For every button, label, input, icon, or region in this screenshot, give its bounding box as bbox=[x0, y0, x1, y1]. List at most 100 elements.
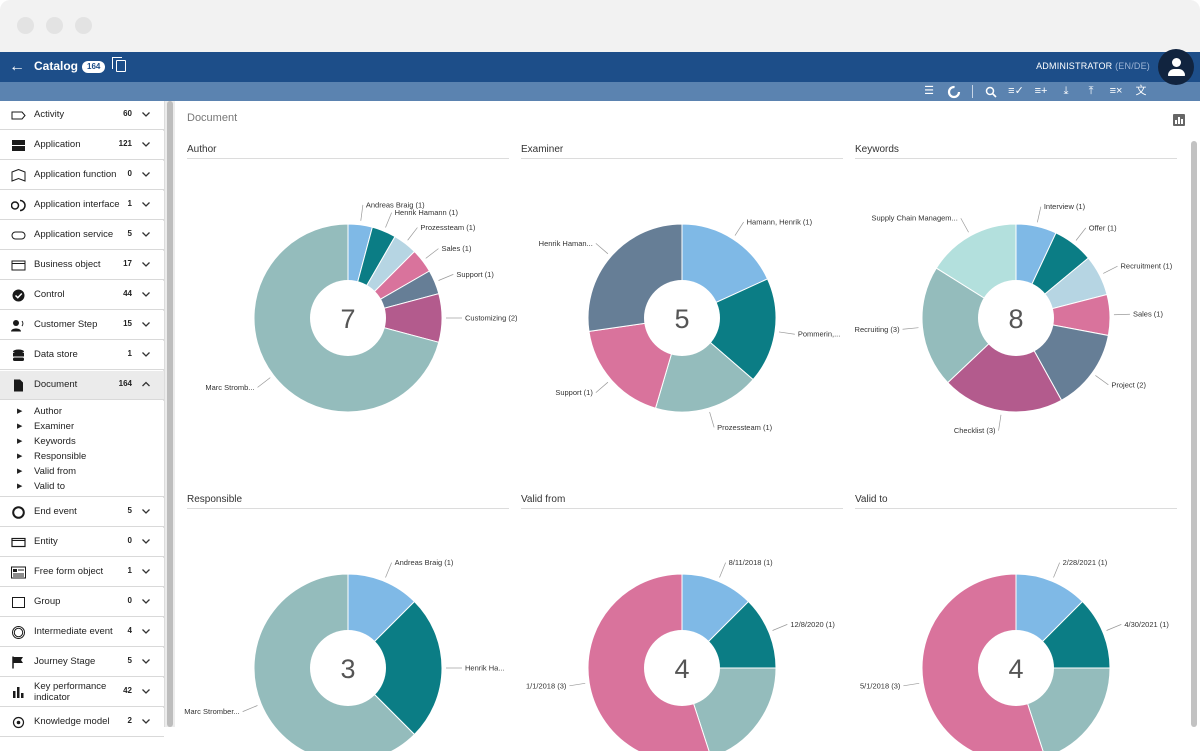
bar-chart-icon[interactable] bbox=[1173, 114, 1185, 126]
slice-label: Henrik Haman... bbox=[539, 239, 593, 248]
leader-line bbox=[1106, 624, 1122, 631]
chevron-down-icon[interactable] bbox=[141, 227, 151, 242]
user-name: ADMINISTRATOR bbox=[1036, 61, 1113, 71]
chevron-down-icon[interactable] bbox=[141, 654, 151, 669]
chevron-down-icon[interactable] bbox=[141, 167, 151, 182]
knowledge-icon bbox=[11, 716, 26, 729]
donut-chart-icon[interactable] bbox=[946, 84, 962, 99]
sidebar-item-label: Application function bbox=[34, 169, 117, 180]
sidebar-item-activity[interactable]: Activity 60 bbox=[0, 101, 164, 130]
window-minimize-button[interactable] bbox=[46, 17, 63, 34]
translate-icon[interactable]: 文 bbox=[1135, 85, 1147, 97]
upload-icon[interactable]: ⤒ bbox=[1088, 85, 1094, 97]
chevron-down-icon[interactable] bbox=[141, 624, 151, 639]
leader-line bbox=[772, 624, 788, 631]
search-icon[interactable] bbox=[983, 84, 999, 99]
sidebar-item-count: 5 bbox=[127, 506, 132, 515]
back-arrow-icon[interactable]: ← bbox=[9, 58, 25, 75]
sidebar-item-control[interactable]: Control 44 bbox=[0, 281, 164, 310]
chevron-down-icon[interactable] bbox=[141, 564, 151, 579]
slice-label: Andreas Braig (1) bbox=[366, 200, 425, 209]
sub-item-author[interactable]: ▶ Author bbox=[0, 405, 164, 420]
donut-slice[interactable] bbox=[681, 278, 777, 381]
sub-item-valid-from[interactable]: ▶ Valid from bbox=[0, 465, 164, 480]
sub-item-examiner[interactable]: ▶ Examiner bbox=[0, 420, 164, 435]
sidebar-item-journey-stage[interactable]: Journey Stage 5 bbox=[0, 648, 164, 677]
donut-slice[interactable] bbox=[347, 600, 443, 736]
sub-item-valid-to[interactable]: ▶ Valid to bbox=[0, 480, 164, 495]
sidebar-scrollbar[interactable] bbox=[164, 101, 175, 727]
chevron-down-icon[interactable] bbox=[141, 257, 151, 272]
donut-hole bbox=[644, 280, 720, 356]
window-close-button[interactable] bbox=[17, 17, 34, 34]
group-box-icon bbox=[11, 596, 26, 609]
sidebar-item-application-function[interactable]: Application function 0 bbox=[0, 161, 164, 190]
toolbar: ☰ ≡✓ ≡+ ⤓ ⤒ ≡× 文 bbox=[0, 82, 1200, 101]
slice-label: Hamann, Henrik (1) bbox=[747, 218, 813, 227]
sidebar-item-label: End event bbox=[34, 506, 77, 517]
caret-right-icon: ▶ bbox=[17, 453, 23, 460]
chevron-down-icon[interactable] bbox=[141, 137, 151, 152]
chevron-down-icon[interactable] bbox=[141, 714, 151, 729]
chevron-down-icon[interactable] bbox=[141, 684, 151, 699]
sub-item-responsible[interactable]: ▶ Responsible bbox=[0, 450, 164, 465]
language-label: (EN/DE) bbox=[1115, 61, 1150, 71]
chevron-up-icon[interactable] bbox=[141, 377, 151, 392]
list-icon[interactable]: ☰ bbox=[924, 85, 934, 97]
slice-label: Customizing (2) bbox=[465, 314, 518, 323]
chevron-down-icon[interactable] bbox=[141, 197, 151, 212]
slice-label: Support (1) bbox=[456, 270, 494, 279]
chevron-down-icon[interactable] bbox=[141, 504, 151, 519]
copy-icon[interactable] bbox=[112, 57, 126, 72]
sidebar-item-count: 1 bbox=[127, 199, 132, 208]
avatar[interactable] bbox=[1158, 49, 1194, 85]
sidebar-item-count: 5 bbox=[127, 229, 132, 238]
sidebar-item-free-form-object[interactable]: Free form object 1 bbox=[0, 558, 164, 587]
sidebar-item-business-object[interactable]: Business object 17 bbox=[0, 251, 164, 280]
sidebar-item-label: Intermediate event bbox=[34, 626, 113, 637]
document-sub-list: ▶ Author ▶ Examiner ▶ Keywords ▶ Responsible ▶ Va… bbox=[0, 401, 164, 497]
donut-total: 7 bbox=[340, 304, 355, 334]
sidebar-item-application-service[interactable]: Application service 5 bbox=[0, 221, 164, 250]
sidebar-item-application-interface[interactable]: Application interface 1 bbox=[0, 191, 164, 220]
sidebar-item-label: Application service bbox=[34, 229, 114, 240]
chevron-down-icon[interactable] bbox=[141, 317, 151, 332]
sidebar-item-knowledge-model[interactable]: Knowledge model 2 bbox=[0, 708, 164, 737]
server-icon bbox=[11, 139, 26, 152]
sidebar-item-application[interactable]: Application 121 bbox=[0, 131, 164, 160]
sub-item-keywords[interactable]: ▶ Keywords bbox=[0, 435, 164, 450]
slice-label: Recruiting (3) bbox=[855, 325, 901, 334]
add-list-icon[interactable]: ≡+ bbox=[1034, 85, 1048, 97]
sidebar-item-customer-step[interactable]: Customer Step 15 bbox=[0, 311, 164, 340]
filter-list-icon[interactable]: ≡✓ bbox=[1008, 85, 1024, 97]
sidebar-item-group[interactable]: Group 0 bbox=[0, 588, 164, 617]
leader-line bbox=[242, 705, 258, 712]
sidebar-item-data-store[interactable]: Data store 1 bbox=[0, 341, 164, 370]
sidebar-item-count: 0 bbox=[127, 536, 132, 545]
main-scrollbar[interactable] bbox=[1188, 101, 1200, 727]
chart-title: Valid to bbox=[855, 494, 888, 505]
sidebar-item-entity[interactable]: Entity 0 bbox=[0, 528, 164, 557]
chevron-down-icon[interactable] bbox=[141, 347, 151, 362]
donut-total: 8 bbox=[1008, 304, 1023, 334]
donut-slice[interactable] bbox=[947, 317, 1063, 413]
chevron-down-icon[interactable] bbox=[141, 107, 151, 122]
sidebar-item-document[interactable]: Document 164 bbox=[0, 371, 164, 400]
donut-total: 4 bbox=[1008, 654, 1023, 684]
divider bbox=[855, 158, 1177, 159]
donut-slice[interactable] bbox=[921, 267, 1017, 384]
slice-label: Sales (1) bbox=[1133, 310, 1164, 319]
chart-title: Valid from bbox=[521, 494, 566, 505]
user-label[interactable]: ADMINISTRATOR (EN/DE) bbox=[1036, 61, 1150, 71]
download-icon[interactable]: ⤓ bbox=[1063, 85, 1069, 97]
delete-list-icon[interactable]: ≡× bbox=[1109, 85, 1123, 97]
leader-line bbox=[1053, 562, 1060, 578]
sidebar-item-key-performance-indicator[interactable]: Key performance indicator 42 bbox=[0, 678, 164, 707]
slice-label: Marc Stromber... bbox=[184, 707, 239, 716]
chevron-down-icon[interactable] bbox=[141, 594, 151, 609]
window-maximize-button[interactable] bbox=[75, 17, 92, 34]
chevron-down-icon[interactable] bbox=[141, 287, 151, 302]
sidebar-item-end-event[interactable]: End event 5 bbox=[0, 498, 164, 527]
sidebar-item-intermediate-event[interactable]: Intermediate event 4 bbox=[0, 618, 164, 647]
chevron-down-icon[interactable] bbox=[141, 534, 151, 549]
